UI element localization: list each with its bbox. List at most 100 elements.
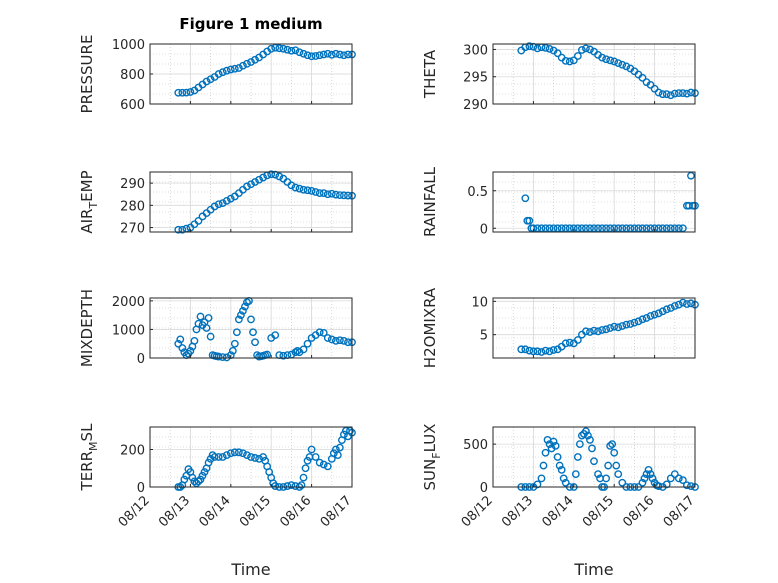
data-point (670, 89, 679, 98)
data-point (678, 224, 687, 233)
data-point (218, 453, 227, 461)
y-tick-label: 1000 (112, 38, 145, 53)
data-point (586, 224, 594, 233)
data-point (678, 476, 687, 485)
data-point (239, 61, 247, 70)
data-point (239, 306, 247, 315)
data-point (662, 305, 671, 314)
y-tick-label: 10 (471, 295, 488, 310)
data-point (178, 225, 187, 234)
data-point (610, 322, 619, 331)
data-point (525, 346, 534, 355)
data-point (658, 307, 667, 316)
data-point (214, 200, 223, 209)
data-point (291, 183, 300, 192)
data-point (594, 224, 602, 233)
data-point (586, 45, 594, 54)
data-point (222, 353, 231, 362)
data-point (577, 46, 586, 54)
data-point (206, 454, 215, 463)
data-point (541, 448, 550, 457)
data-point (303, 456, 312, 465)
data-point (319, 460, 328, 469)
data-point (311, 52, 320, 60)
subplot-air: 270 280 290 AIRTEMP (78, 170, 356, 237)
data-point (549, 224, 558, 233)
data-point (311, 188, 320, 196)
data-point (230, 339, 239, 348)
data-point (188, 473, 197, 482)
data-point (323, 462, 332, 471)
data-point (206, 332, 215, 341)
data-point (606, 56, 615, 65)
data-point (271, 170, 280, 179)
data-point (340, 51, 348, 60)
data-point (638, 478, 647, 487)
y-tick-label: 500 (463, 438, 488, 453)
data-point (582, 327, 590, 336)
y-tick-label: 280 (120, 199, 145, 214)
data-point (557, 224, 566, 233)
data-point (234, 448, 243, 457)
data-point (206, 75, 215, 84)
data-point (537, 474, 546, 483)
data-point (251, 178, 259, 186)
data-point (590, 457, 598, 466)
data-point (634, 317, 643, 326)
data-point (582, 427, 590, 436)
data-point (279, 44, 288, 53)
data-point (344, 50, 352, 59)
data-point (638, 73, 647, 82)
data-point (533, 480, 542, 489)
data-point (670, 224, 679, 233)
y-tick-label: 2000 (112, 295, 145, 310)
data-point (331, 336, 340, 345)
data-point (243, 451, 251, 460)
y-axis-label: MIXDEPTH (78, 289, 96, 367)
y-tick-label: 0 (137, 352, 145, 367)
data-point (329, 449, 338, 458)
data-point (573, 453, 582, 461)
data-point (622, 62, 631, 71)
data-point (674, 300, 683, 309)
data-point (573, 224, 582, 233)
x-axis-label-right: Time (573, 560, 613, 579)
data-point (525, 42, 534, 51)
data-point (180, 475, 189, 484)
y-tick-label: 200 (120, 444, 145, 459)
data-point (287, 181, 296, 190)
data-point (575, 440, 584, 449)
data-point (640, 474, 649, 483)
data-point (666, 91, 675, 100)
data-point (551, 441, 560, 450)
data-point (315, 458, 324, 467)
data-point (533, 44, 542, 53)
data-point (582, 44, 590, 53)
y-tick-label: 5 (480, 329, 488, 344)
data-point (307, 445, 316, 454)
data-point (606, 441, 615, 450)
data-point (327, 189, 336, 198)
data-point (610, 57, 619, 66)
data-point (319, 328, 328, 337)
data-point (658, 90, 667, 99)
data-point (537, 224, 546, 233)
data-point (666, 474, 675, 483)
y-axis-label: RAINFALL (421, 166, 439, 237)
data-point (683, 481, 691, 490)
data-point (196, 312, 205, 321)
data-point (687, 171, 695, 180)
data-point (222, 451, 231, 460)
data-point (561, 224, 570, 233)
y-axis-label: H2OMIXRA (421, 287, 439, 368)
data-point (315, 51, 324, 60)
axes-box (492, 43, 696, 105)
subplot-h2omixra: 5 10 H2OMIXRA (421, 287, 699, 368)
axes-box (149, 171, 353, 233)
data-point (606, 324, 615, 332)
data-point (590, 224, 598, 233)
data-point (346, 426, 354, 435)
data-point (230, 64, 239, 73)
data-point (230, 448, 239, 457)
